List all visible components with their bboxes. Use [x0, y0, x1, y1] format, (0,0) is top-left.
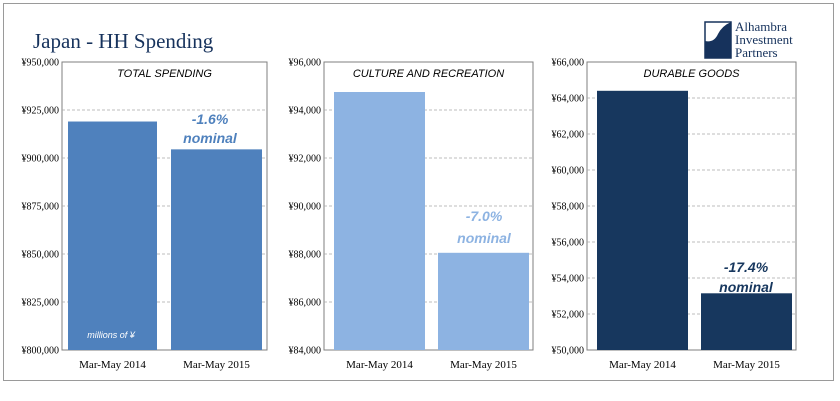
- bar: [597, 90, 688, 351]
- units-note: millions of ¥: [87, 330, 136, 340]
- y-tick-label: ¥56,000: [552, 238, 585, 249]
- y-tick-label: ¥66,000: [552, 58, 585, 69]
- page-title: Japan - HH Spending: [33, 29, 214, 53]
- panel-title: CULTURE AND RECREATION: [353, 68, 504, 80]
- logo-line-3: Partners: [735, 45, 778, 60]
- x-tick-label: Mar-May 2015: [450, 359, 517, 371]
- x-tick-label: Mar-May 2014: [346, 359, 413, 371]
- chart-frame: [3, 3, 834, 381]
- x-tick-label: Mar-May 2014: [609, 359, 676, 371]
- change-annotation: nominal: [719, 279, 774, 295]
- y-tick-label: ¥950,000: [22, 58, 60, 69]
- y-tick-label: ¥58,000: [552, 202, 585, 213]
- y-tick-label: ¥88,000: [289, 250, 322, 261]
- bar: [68, 121, 157, 351]
- y-tick-label: ¥875,000: [22, 202, 60, 213]
- y-tick-label: ¥92,000: [289, 154, 322, 165]
- logo-line-2: Investment: [735, 32, 793, 47]
- y-tick-label: ¥900,000: [22, 154, 60, 165]
- y-tick-label: ¥60,000: [552, 166, 585, 177]
- y-tick-label: ¥800,000: [22, 346, 60, 357]
- change-annotation: -17.4%: [724, 259, 769, 275]
- y-tick-label: ¥84,000: [289, 346, 322, 357]
- y-tick-label: ¥86,000: [289, 298, 322, 309]
- x-tick-label: Mar-May 2014: [79, 359, 146, 371]
- y-tick-label: ¥925,000: [22, 106, 60, 117]
- change-annotation: nominal: [457, 230, 512, 246]
- bar: [171, 149, 262, 350]
- y-tick-label: ¥96,000: [289, 58, 322, 69]
- logo-line-1: Alhambra: [735, 19, 787, 34]
- alhambra-logo-icon: [704, 21, 732, 59]
- y-tick-label: ¥52,000: [552, 310, 585, 321]
- bar: [701, 293, 792, 350]
- y-tick-label: ¥850,000: [22, 250, 60, 261]
- alhambra-logo: Alhambra Investment Partners: [704, 20, 832, 66]
- y-tick-label: ¥64,000: [552, 94, 585, 105]
- change-annotation: -7.0%: [466, 208, 503, 224]
- change-annotation: -1.6%: [192, 111, 229, 127]
- y-tick-label: ¥50,000: [552, 346, 585, 357]
- y-tick-label: ¥62,000: [552, 130, 585, 141]
- bar: [438, 252, 529, 350]
- y-tick-label: ¥54,000: [552, 274, 585, 285]
- y-tick-label: ¥90,000: [289, 202, 322, 213]
- logo-text: Alhambra Investment Partners: [735, 20, 793, 59]
- y-tick-label: ¥825,000: [22, 298, 60, 309]
- panel-title: TOTAL SPENDING: [117, 68, 212, 80]
- bar: [334, 92, 425, 350]
- x-tick-label: Mar-May 2015: [713, 359, 780, 371]
- x-tick-label: Mar-May 2015: [183, 359, 250, 371]
- change-annotation: nominal: [183, 130, 238, 146]
- y-tick-label: ¥94,000: [289, 106, 322, 117]
- panel-title: DURABLE GOODS: [644, 68, 741, 80]
